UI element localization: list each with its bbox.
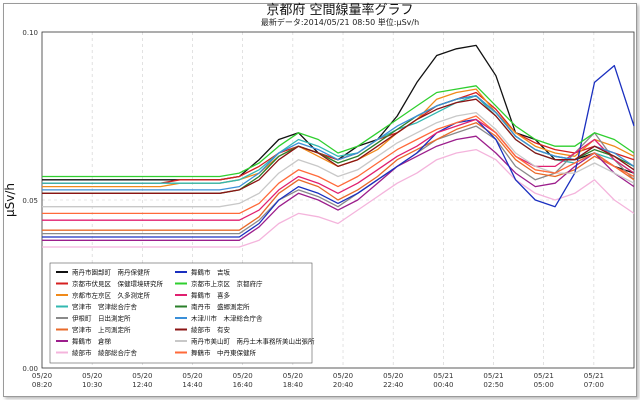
x-tick-time: 16:40 <box>233 381 253 389</box>
x-tick-date: 05/20 <box>283 372 303 380</box>
x-tick-date: 05/21 <box>534 372 554 380</box>
x-tick-date: 05/20 <box>132 372 152 380</box>
series-line <box>42 122 635 231</box>
legend-item: 舞鶴市 吉坂 <box>175 268 231 277</box>
legend-label: 南丹市園部町 南丹保健所 <box>72 268 151 277</box>
chart-subtitle: 最新データ:2014/05/21 08:50 単位:μSv/h <box>261 17 419 27</box>
legend-item: 南丹市美山町 南丹土木事務所美山出張所 <box>175 337 315 346</box>
series-line <box>42 95 635 194</box>
legend-item: 木津川市 木津総合庁舎 <box>175 314 263 323</box>
x-tick-date: 05/20 <box>32 372 52 380</box>
legend-label: 南丹市 盛郷測定所 <box>191 302 250 311</box>
series-line <box>42 135 635 241</box>
legend-label: 京都市左京区 久多測定所 <box>72 291 151 300</box>
legend-label: 舞鶴市 中丹東保健所 <box>191 348 257 357</box>
x-tick-date: 05/20 <box>233 372 253 380</box>
series-line <box>42 85 635 178</box>
x-tick-time: 07:00 <box>584 381 604 389</box>
y-tick-label: 0.00 <box>22 365 38 373</box>
y-axis-label: μSv/h <box>3 183 17 217</box>
x-tick-date: 05/21 <box>584 372 604 380</box>
series-line <box>42 64 635 238</box>
legend-label: 綾部市 有安 <box>191 325 231 334</box>
plot-area <box>41 31 635 369</box>
x-tick-time: 18:40 <box>283 381 303 389</box>
x-axis-ticks: 05/2008:2005/2010:3005/2012:4005/2014:40… <box>32 372 604 389</box>
legend-item: 舞鶴市 喜多 <box>175 291 231 300</box>
x-tick-date: 05/20 <box>182 372 202 380</box>
legend-item: 綾部市 綾部総合庁舎 <box>56 348 138 357</box>
legend-item: 京都市上京区 京都府庁 <box>175 279 263 288</box>
x-tick-date: 05/21 <box>483 372 503 380</box>
legend-label: 綾部市 綾部総合庁舎 <box>72 348 138 357</box>
legend-label: 木津川市 木津総合庁舎 <box>191 314 263 323</box>
x-tick-label: 05/2014:40 <box>182 372 202 389</box>
series-line <box>42 115 635 215</box>
chart-title: 京都府 空間線量率グラフ <box>266 2 413 18</box>
legend-label: 舞鶴市 倉梯 <box>72 337 112 346</box>
x-tick-date: 05/20 <box>383 372 403 380</box>
legend-item: 舞鶴市 中丹東保健所 <box>175 348 257 357</box>
legend-item: 舞鶴市 倉梯 <box>56 337 112 346</box>
series-line <box>42 125 635 235</box>
legend-item: 南丹市園部町 南丹保健所 <box>56 268 151 277</box>
legend-label: 舞鶴市 吉坂 <box>191 268 231 277</box>
x-tick-time: 14:40 <box>182 381 202 389</box>
series-lines <box>42 44 635 248</box>
x-tick-date: 05/21 <box>433 372 453 380</box>
x-tick-time: 12:40 <box>132 381 152 389</box>
legend-item: 伊根町 日出測定所 <box>56 314 131 323</box>
x-tick-time: 22:40 <box>383 381 403 389</box>
x-tick-time: 20:40 <box>333 381 353 389</box>
legend-label: 南丹市美山町 南丹土木事務所美山出張所 <box>191 337 315 346</box>
series-line <box>42 98 635 194</box>
x-tick-time: 10:30 <box>82 381 102 389</box>
legend-item: 京都市左京区 久多測定所 <box>56 291 151 300</box>
legend-item: 南丹市 盛郷測定所 <box>175 302 250 311</box>
legend-item: 綾部市 有安 <box>175 325 231 334</box>
x-tick-date: 05/20 <box>82 372 102 380</box>
series-line <box>42 95 635 191</box>
legend-label: 宮津市 宮津総合庁舎 <box>72 302 138 311</box>
y-tick-label: 0.05 <box>22 197 38 205</box>
legend-item: 京都市伏見区 保健環境研究所 <box>56 279 164 288</box>
x-tick-date: 05/20 <box>333 372 353 380</box>
legend-box <box>49 262 313 364</box>
y-tick-label: 0.10 <box>22 29 38 37</box>
legend-item: 宮津市 宮津総合庁舎 <box>56 302 138 311</box>
legend-label: 宮津市 上司測定所 <box>72 325 131 334</box>
legend-label: 舞鶴市 喜多 <box>191 291 231 300</box>
x-tick-time: 05:00 <box>534 381 554 389</box>
legend-label: 京都市上京区 京都府庁 <box>191 279 263 288</box>
series-line <box>42 111 635 208</box>
x-tick-time: 08:20 <box>32 381 52 389</box>
x-tick-time: 02:50 <box>483 381 503 389</box>
legend-label: 伊根町 日出測定所 <box>72 314 131 323</box>
x-tick-time: 00:40 <box>433 381 453 389</box>
series-line <box>42 148 635 248</box>
legend-item: 宮津市 上司測定所 <box>56 325 131 334</box>
legend-label: 京都市伏見区 保健環境研究所 <box>72 279 164 288</box>
y-axis-ticks: 0.00 0.05 0.10 <box>22 29 38 373</box>
